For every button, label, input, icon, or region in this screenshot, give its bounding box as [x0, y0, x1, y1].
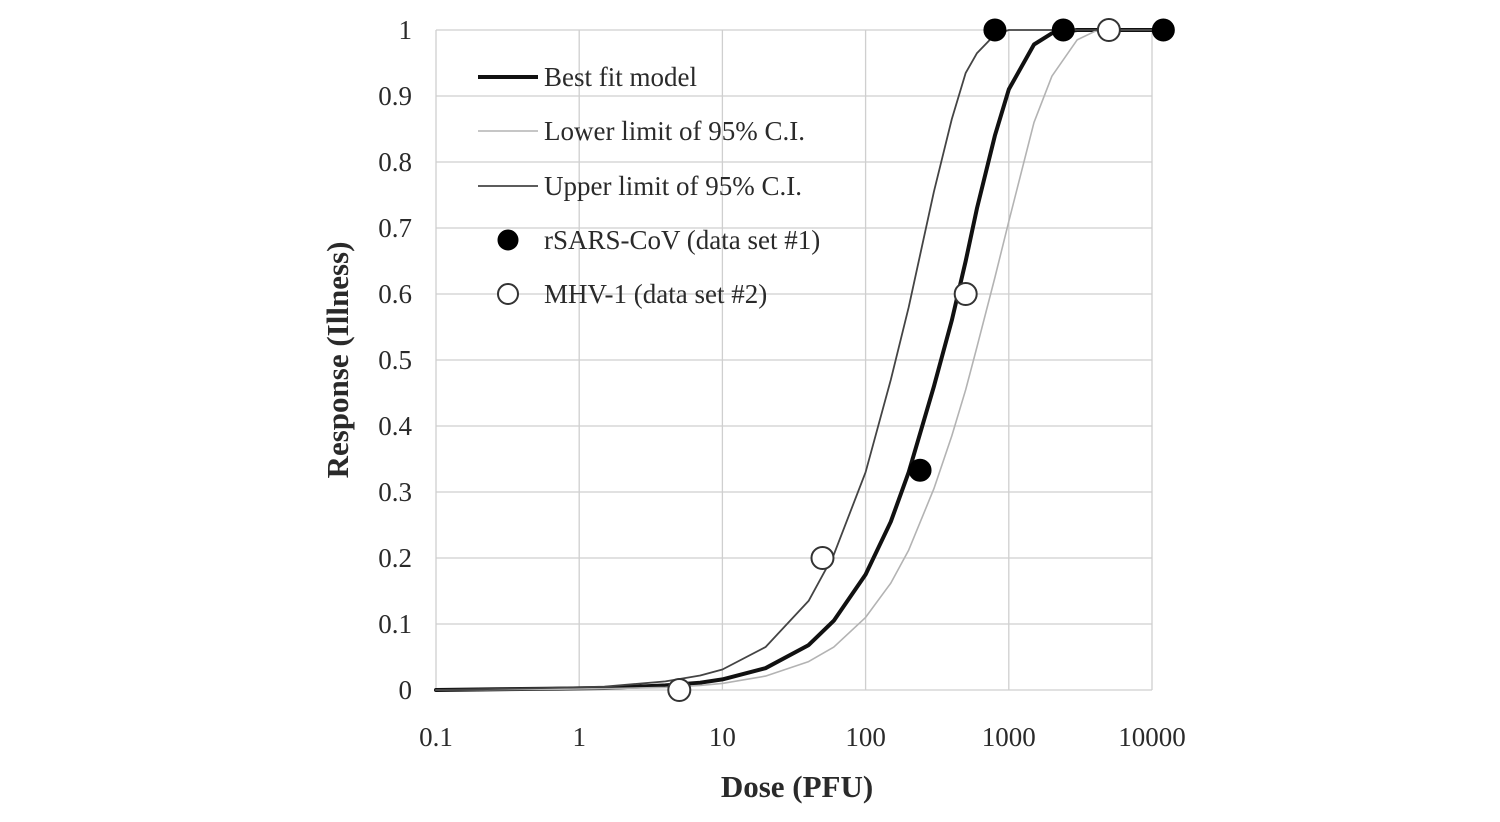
legend-marker-swatch	[497, 229, 519, 251]
y-tick-label: 0.4	[378, 411, 412, 441]
x-tick-label: 1	[572, 722, 586, 752]
y-tick-label: 0.8	[378, 147, 412, 177]
y-tick-label: 1	[399, 15, 413, 45]
y-tick-label: 0.5	[378, 345, 412, 375]
legend-label: rSARS-CoV (data set #1)	[544, 225, 820, 255]
y-tick-label: 0.9	[378, 81, 412, 111]
x-tick-label: 10	[709, 722, 736, 752]
x-axis-title: Dose (PFU)	[721, 769, 873, 804]
y-axis-ticks: 0 0.1 0.2 0.3 0.4 0.5 0.6 0.7 0.8 0.9 1	[378, 15, 412, 705]
legend-label: Upper limit of 95% C.I.	[544, 171, 802, 201]
x-tick-label: 100	[845, 722, 886, 752]
y-tick-label: 0	[399, 675, 413, 705]
y-axis-title: Response (Illness)	[320, 242, 355, 479]
mhv-1-data-point	[1096, 18, 1121, 42]
rsars-cov-data-point	[908, 458, 932, 482]
y-tick-label: 0.6	[378, 279, 412, 309]
x-tick-label: 1000	[982, 722, 1036, 752]
series-line-lower-ci	[435, 29, 1153, 691]
rsars-cov-data-point	[983, 18, 1007, 42]
y-tick-label: 0.3	[378, 477, 412, 507]
mhv-1-data-point	[953, 282, 978, 306]
y-tick-label: 0.2	[378, 543, 412, 573]
mhv-1-data-point	[810, 546, 835, 570]
x-axis-ticks: 0.1 1 10 100 1000 10000	[419, 722, 1186, 752]
rsars-cov-data-point	[1151, 18, 1175, 42]
grid	[435, 29, 1153, 691]
x-tick-label: 0.1	[419, 722, 453, 752]
legend: Best fit model Lower limit of 95% C.I. Upp…	[478, 62, 820, 309]
legend-label: Lower limit of 95% C.I.	[544, 116, 805, 146]
rsars-cov-data-point	[1051, 18, 1075, 42]
legend-label: MHV-1 (data set #2)	[544, 279, 767, 309]
y-tick-label: 0.7	[378, 213, 412, 243]
legend-label: Best fit model	[544, 62, 697, 92]
plot-area	[434, 18, 1175, 702]
mhv-1-data-point	[667, 678, 692, 702]
y-tick-label: 0.1	[378, 609, 412, 639]
x-tick-label: 10000	[1118, 722, 1186, 752]
legend-marker-swatch	[497, 283, 519, 305]
